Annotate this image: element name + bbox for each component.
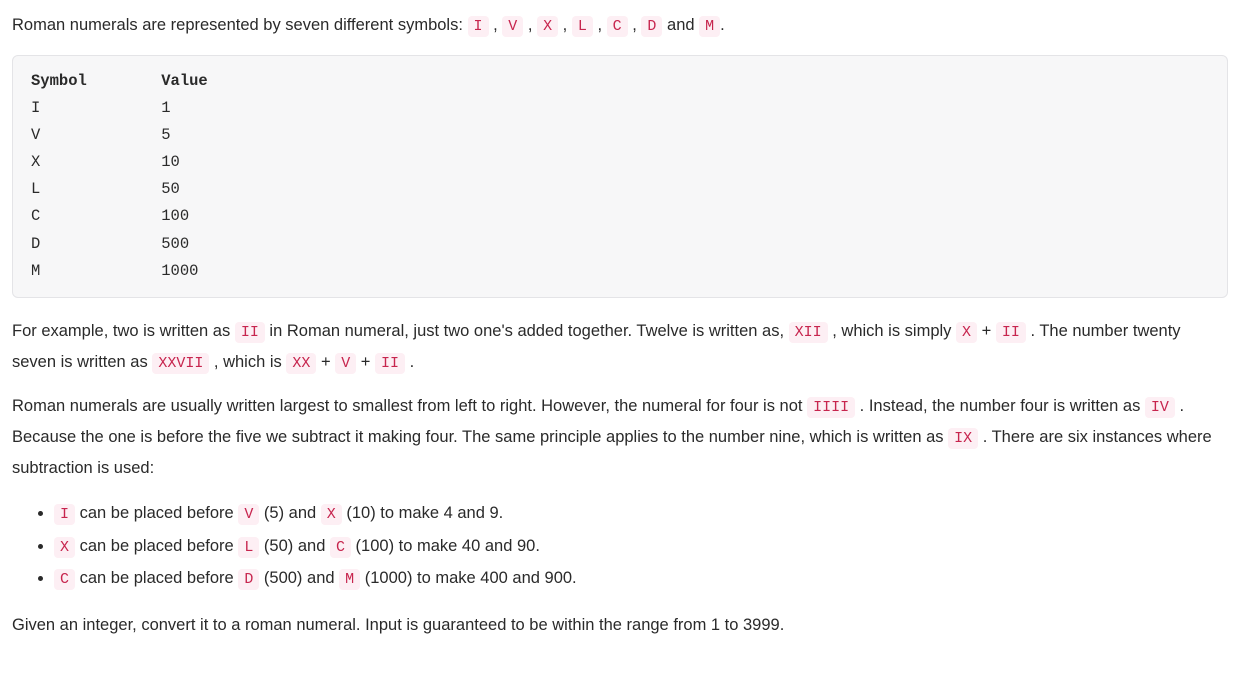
code-inline: L [238,537,259,558]
intro-paragraph: Roman numerals are represented by seven … [12,10,1228,41]
text: can be placed before [75,569,238,587]
text: + [316,353,335,371]
symbol-code: M [699,16,720,37]
symbol-code: L [572,16,593,37]
intro-tail: . [720,16,725,34]
sep: , [489,16,503,34]
code-inline: M [339,569,360,590]
code-inline: IIII [807,397,855,418]
code-inline: IV [1145,397,1175,418]
rule-item: X can be placed before L (50) and C (100… [54,530,1228,562]
code-inline: C [54,569,75,590]
code-inline: II [375,353,405,374]
text: (50) and [259,537,330,555]
text: , which is [209,353,286,371]
code-inline: D [238,569,259,590]
subtraction-paragraph: Roman numerals are usually written large… [12,391,1228,483]
text: (500) and [259,569,339,587]
text: + [977,322,996,340]
rule-item: C can be placed before D (500) and M (10… [54,562,1228,594]
symbol-code: V [502,16,523,37]
symbol-code: C [607,16,628,37]
text: (100) to make 40 and 90. [351,537,540,555]
code-inline: XXVII [152,353,209,374]
sep: , [628,16,642,34]
symbol-code: X [537,16,558,37]
code-inline: II [235,322,265,343]
code-inline: X [54,537,75,558]
text: . Instead, the number four is written as [855,397,1145,415]
example-paragraph: For example, two is written as II in Rom… [12,316,1228,378]
sep: , [593,16,607,34]
text: , which is simply [828,322,956,340]
code-inline: X [321,504,342,525]
code-inline: V [238,504,259,525]
symbol-code: D [641,16,662,37]
text: in Roman numeral, just two one's added t… [265,322,789,340]
text: For example, two is written as [12,322,235,340]
code-inline: IX [948,428,978,449]
code-inline: II [996,322,1026,343]
symbol-code: I [468,16,489,37]
subtraction-rules-list: I can be placed before V (5) and X (10) … [12,497,1228,594]
text: . [405,353,414,371]
code-inline: X [956,322,977,343]
final-paragraph: Given an integer, convert it to a roman … [12,610,1228,641]
sep: and [662,16,699,34]
symbol-value-table: Symbol Value I 1 V 5 X 10 L 50 C 100 D 5… [12,55,1228,298]
code-inline: XX [286,353,316,374]
intro-lead: Roman numerals are represented by seven … [12,16,468,34]
text: (1000) to make 400 and 900. [360,569,576,587]
code-inline: XII [789,322,828,343]
code-inline: V [335,353,356,374]
text: + [356,353,375,371]
sep: , [523,16,537,34]
text: (5) and [259,504,320,522]
text: Roman numerals are usually written large… [12,397,807,415]
text: (10) to make 4 and 9. [342,504,503,522]
text: can be placed before [75,537,238,555]
rule-item: I can be placed before V (5) and X (10) … [54,497,1228,529]
code-inline: I [54,504,75,525]
text: can be placed before [75,504,238,522]
sep: , [558,16,572,34]
code-inline: C [330,537,351,558]
